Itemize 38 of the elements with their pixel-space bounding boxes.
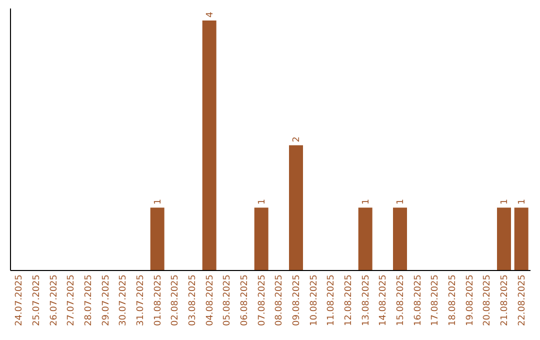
x-tick-label: 05.08.2025 [222, 274, 233, 326]
x-tick-label: 02.08.2025 [170, 274, 181, 326]
x-tick-label: 06.08.2025 [240, 274, 250, 326]
x-tick-label: 08.08.2025 [274, 274, 285, 326]
data-label: 1 [361, 198, 372, 205]
x-tick-label: 12.08.2025 [344, 274, 354, 326]
x-tick-label: 07.08.2025 [257, 274, 268, 326]
x-tick-label: 09.08.2025 [292, 274, 302, 326]
x-tick-label: 24.07.2025 [14, 274, 25, 326]
x-tick-label: 18.08.2025 [448, 274, 458, 326]
x-tick-label: 30.07.2025 [118, 274, 129, 326]
x-tick-label: 16.08.2025 [413, 274, 424, 326]
data-label: 2 [292, 136, 302, 142]
x-tick-label: 19.08.2025 [465, 274, 476, 326]
data-label: 1 [396, 198, 406, 205]
x-tick-label: 28.07.2025 [84, 274, 94, 326]
x-tick-label: 29.07.2025 [101, 274, 112, 326]
x-tick-label: 03.08.2025 [188, 274, 198, 326]
x-tick-label: 22.08.2025 [517, 274, 528, 326]
data-label: 1 [517, 198, 528, 205]
x-tick-label: 04.08.2025 [205, 274, 216, 326]
x-tick-label: 25.07.2025 [32, 274, 42, 326]
x-tick-label: 10.08.2025 [309, 274, 320, 326]
x-tick-label: 01.08.2025 [153, 274, 164, 326]
x-tick-label: 26.07.2025 [49, 274, 60, 326]
x-tick-label: 15.08.2025 [396, 274, 406, 326]
x-tick-label: 17.08.2025 [430, 274, 441, 326]
data-label: 1 [257, 198, 268, 205]
x-tick-label: 31.07.2025 [136, 274, 146, 326]
data-label: 4 [205, 11, 216, 18]
data-label: 1 [153, 198, 164, 205]
data-label: 1 [500, 198, 510, 205]
x-tick-label: 14.08.2025 [378, 274, 389, 326]
x-tick-label: 27.07.2025 [66, 274, 77, 326]
x-tick-label: 21.08.2025 [500, 274, 510, 326]
x-tick-label: 20.08.2025 [482, 274, 493, 326]
x-tick-label: 13.08.2025 [361, 274, 372, 326]
x-tick-label: 11.08.2025 [326, 274, 337, 326]
